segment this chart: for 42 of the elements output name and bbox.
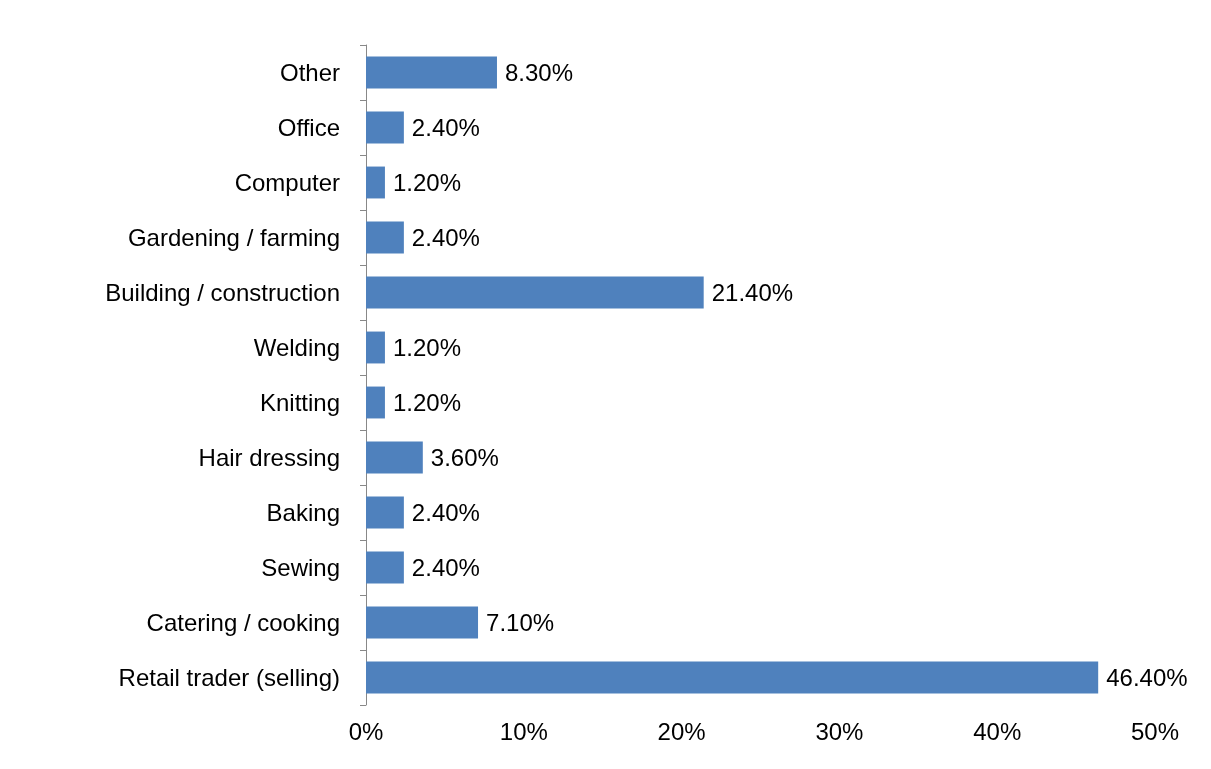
y-tick-label: Sewing [261,554,340,581]
y-tick-label: Retail trader (selling) [118,664,340,691]
x-tick-label: 50% [1130,717,1180,745]
y-tick-label: Knitting [259,389,340,416]
y-tick-label: Building / construction [105,279,340,306]
x-tick-label: 20% [657,717,706,745]
data-label: 2.40% [411,114,480,141]
bar [366,276,704,309]
y-tick-label: Welding [253,334,340,361]
data-label: 2.40% [411,224,480,251]
y-tick-label: Catering / cooking [146,609,340,636]
bar [366,606,479,639]
y-tick-label: Hair dressing [198,444,340,471]
x-tick-label: 10% [499,717,548,745]
bar [366,661,1099,694]
bar [366,111,404,144]
bar [366,56,497,89]
y-tick-label: Computer [234,169,341,196]
bar [366,441,423,474]
bar [366,496,404,529]
y-tick-label: Baking [266,499,340,526]
data-label: 46.40% [1106,664,1188,691]
y-tick-label: Office [277,114,340,141]
data-label: 1.20% [392,169,461,196]
x-tick-label: 30% [815,717,864,745]
data-label: 1.20% [392,389,461,416]
bar [366,331,385,364]
x-tick-label: 0% [348,717,384,745]
data-label: 2.40% [411,499,480,526]
data-label: 3.60% [430,444,499,471]
data-label: 21.40% [711,279,794,306]
x-tick-label: 40% [973,717,1022,745]
y-tick-label: Other [279,59,340,86]
bar [366,386,385,419]
data-label: 8.30% [504,59,574,86]
bar [366,221,404,254]
bar [366,166,385,199]
bar [366,551,404,584]
y-tick-label: Gardening / farming [127,224,340,251]
data-label: 1.20% [392,334,461,361]
data-label: 2.40% [411,554,480,581]
data-label: 7.10% [486,609,555,636]
